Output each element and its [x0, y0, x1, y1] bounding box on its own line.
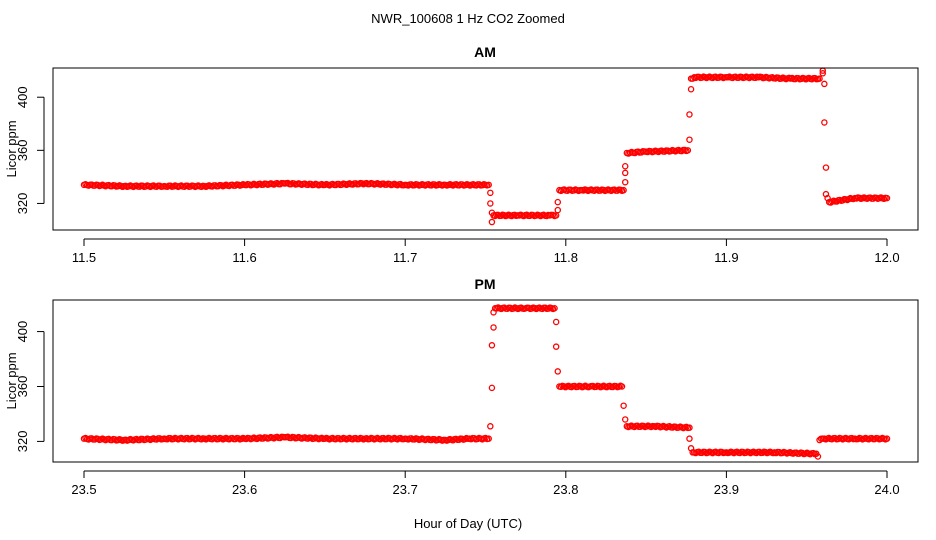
am-data-point [621, 178, 629, 186]
pm-panel: PM 23.5 23.6 23.7 23.8 23.9 24.0 320 360 400 Lic… [4, 276, 919, 497]
am-data-point [621, 163, 629, 170]
pm-y-tick-label: 320 [15, 431, 30, 453]
am-x-tick-label: 11.8 [554, 250, 578, 265]
pm-y-axis-label: Licor ppm [4, 352, 19, 409]
am-y-axis-label: Licor ppm [4, 120, 19, 177]
pm-y-tick-label: 360 [15, 376, 30, 398]
pm-data-point [621, 416, 629, 423]
am-data-point [821, 119, 828, 126]
am-data-point [620, 186, 627, 194]
pm-data-point [814, 453, 822, 460]
am-data-point [819, 70, 827, 77]
am-data-point [554, 198, 562, 206]
pm-x-tick-label: 24.0 [874, 482, 899, 497]
am-y-tick-label: 320 [15, 193, 30, 215]
am-data-point [686, 111, 693, 118]
am-y-tick-label: 360 [15, 139, 30, 161]
am-x-tick-label: 11.7 [393, 250, 417, 265]
am-panel-title: AM [474, 44, 496, 60]
am-data-point [487, 189, 494, 197]
am-x-tick-label: 12.0 [874, 250, 899, 265]
pm-data-point [883, 435, 891, 442]
am-data-point [487, 200, 494, 207]
am-x-tick-label: 11.6 [232, 250, 256, 265]
am-axes: 11.5 11.6 11.7 11.8 11.9 12.0 320 360 400 [15, 67, 919, 265]
x-axis-label: Hour of Day (UTC) [414, 516, 522, 531]
pm-data-point [485, 435, 492, 442]
am-data-point [816, 75, 823, 82]
pm-data-points [80, 304, 891, 460]
pm-data-point [490, 324, 497, 331]
pm-plot-frame [52, 299, 919, 463]
am-data-point [883, 194, 891, 202]
am-data-point [822, 164, 830, 171]
am-data-point [821, 80, 828, 88]
pm-data-point [488, 384, 496, 392]
pm-x-tick-label: 23.7 [393, 482, 418, 497]
pm-data-point [552, 318, 560, 326]
am-plot-frame [52, 67, 919, 231]
am-x-tick-label: 11.9 [714, 250, 738, 265]
am-x-tick-label: 11.5 [72, 250, 96, 265]
am-data-point [686, 136, 693, 143]
pm-axes: 23.5 23.6 23.7 23.8 23.9 24.0 320 360 400 [15, 299, 919, 497]
pm-x-tick-label: 23.9 [714, 482, 739, 497]
pm-data-point [552, 343, 560, 350]
am-data-point [687, 85, 695, 93]
am-y-tick-label: 400 [15, 86, 30, 108]
figure-title: NWR_100608 1 Hz CO2 Zoomed [371, 11, 565, 26]
pm-y-tick-label: 400 [15, 321, 30, 343]
pm-data-point [620, 402, 627, 409]
am-data-point [621, 169, 629, 177]
pm-x-tick-label: 23.8 [553, 482, 578, 497]
pm-data-point [488, 342, 496, 349]
pm-panel-title: PM [475, 276, 496, 292]
pm-data-point [686, 435, 693, 442]
am-data-point [684, 147, 692, 154]
pm-data-point [551, 304, 558, 312]
pm-data-point [618, 383, 626, 390]
pm-x-tick-label: 23.5 [71, 482, 96, 497]
am-data-point [488, 218, 496, 226]
pm-data-point [554, 368, 562, 375]
am-data-point [485, 181, 492, 189]
am-data-point [554, 206, 562, 214]
pm-data-point [487, 423, 494, 430]
am-data-points [80, 67, 891, 226]
pm-data-point [686, 424, 693, 431]
am-panel: AM 11.5 11.6 11.7 11.8 11.9 12.0 320 360 400 Lic… [4, 44, 919, 265]
pm-x-tick-label: 23.6 [232, 482, 257, 497]
